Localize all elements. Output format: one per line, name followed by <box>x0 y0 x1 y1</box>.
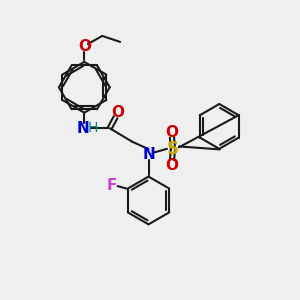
Text: O: O <box>78 39 91 54</box>
Text: N: N <box>76 121 89 136</box>
Text: F: F <box>107 178 118 193</box>
Text: O: O <box>165 125 178 140</box>
Text: S: S <box>167 140 179 158</box>
Text: O: O <box>112 105 124 120</box>
Text: H: H <box>88 121 98 135</box>
Text: N: N <box>142 147 155 162</box>
Text: O: O <box>165 158 178 173</box>
